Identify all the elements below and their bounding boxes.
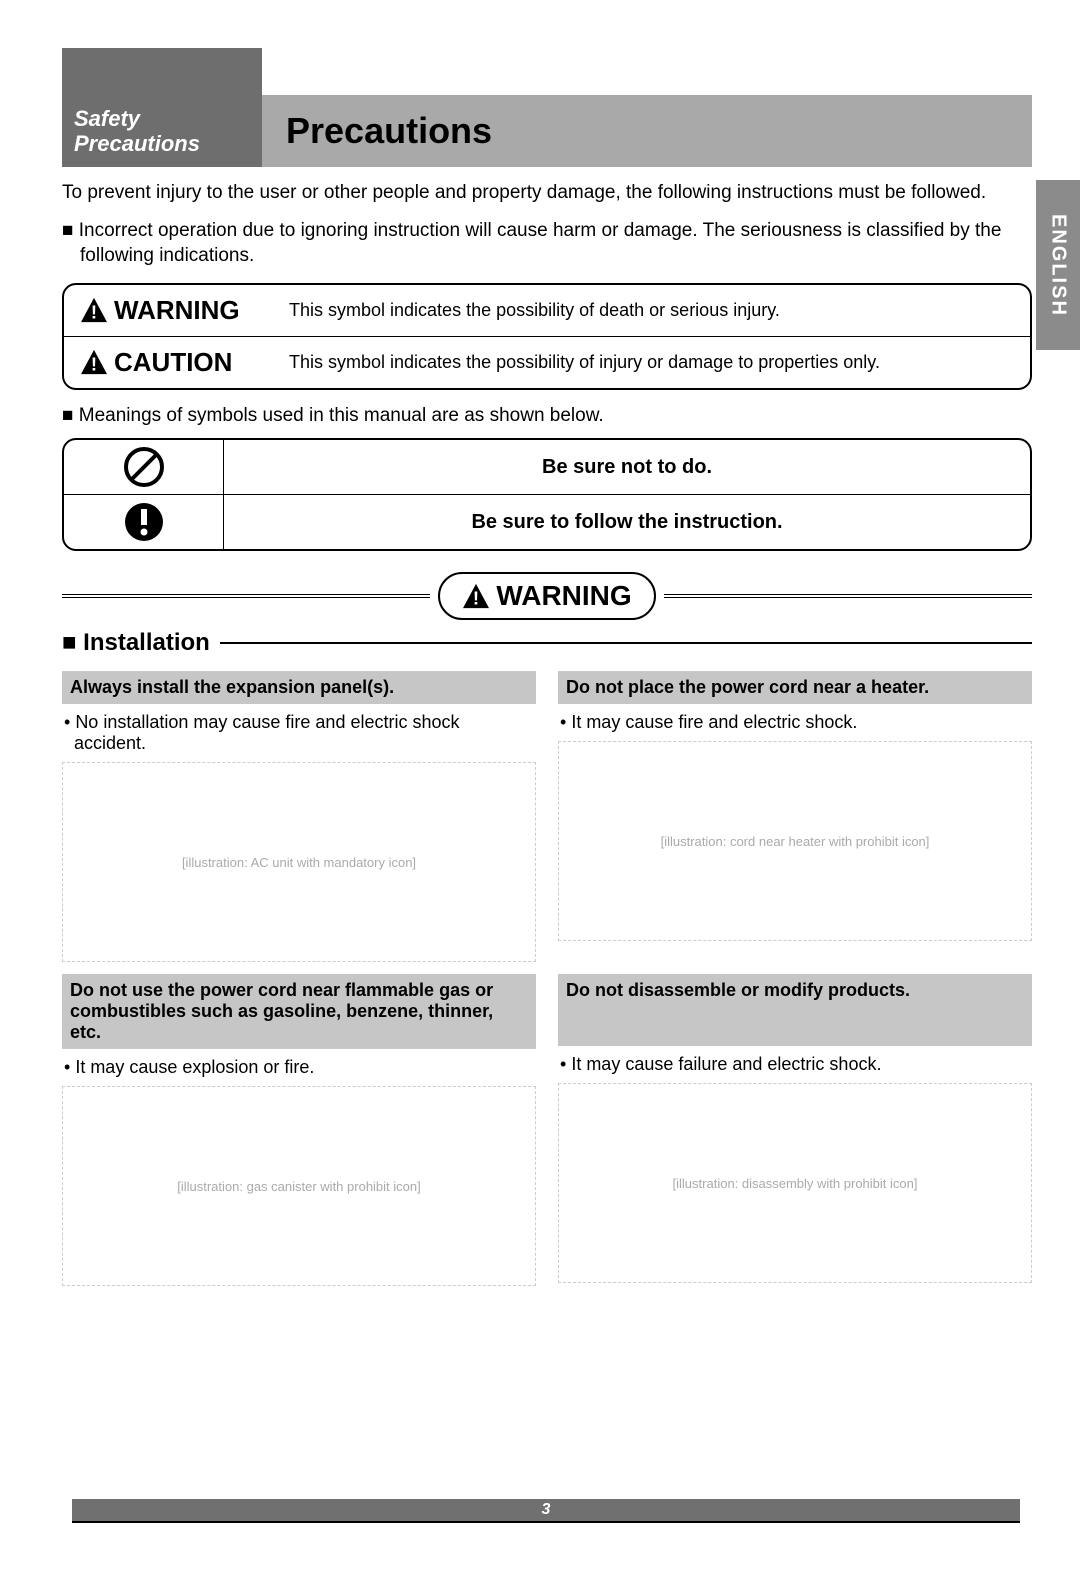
warning-badge-icon: ! (462, 583, 490, 609)
page-title: Precautions (286, 110, 492, 152)
item-2-illustration: [illustration: gas canister with prohibi… (62, 1086, 536, 1286)
caution-definition-text: This symbol indicates the possibility of… (289, 352, 880, 373)
header-tab-line1: Safety (74, 106, 250, 131)
installation-section-header: ■ Installation (62, 629, 1032, 657)
svg-text:!: ! (91, 302, 97, 323)
caution-label: ! CAUTION (80, 347, 275, 378)
caution-triangle-icon: ! (80, 349, 108, 375)
installation-grid: Always install the expansion panel(s). N… (62, 671, 1032, 1286)
warning-triangle-icon: ! (80, 297, 108, 323)
mandatory-icon (123, 501, 165, 543)
prohibit-text: Be sure not to do. (224, 456, 1030, 479)
header-bar: Precautions (262, 95, 1032, 167)
prohibit-icon (123, 446, 165, 488)
page-number-bar: 3 (72, 1499, 1020, 1523)
item-0: Always install the expansion panel(s). N… (62, 671, 536, 962)
warning-definition-row: ! WARNING This symbol indicates the poss… (64, 285, 1030, 336)
item-2: Do not use the power cord near flammable… (62, 974, 536, 1286)
mandatory-row: Be sure to follow the instruction. (64, 494, 1030, 549)
warning-badge: ! WARNING (438, 572, 655, 620)
svg-text:!: ! (473, 588, 479, 609)
item-1-title: Do not place the power cord near a heate… (558, 671, 1032, 704)
warning-divider: ! WARNING (62, 569, 1032, 623)
item-3: Do not disassemble or modify products. I… (558, 974, 1032, 1286)
item-3-illustration: [illustration: disassembly with prohibit… (558, 1083, 1032, 1283)
intro-text: To prevent injury to the user or other p… (62, 181, 1032, 206)
warning-label: ! WARNING (80, 295, 275, 326)
item-2-title: Do not use the power cord near flammable… (62, 974, 536, 1049)
warning-definition-text: This symbol indicates the possibility of… (289, 300, 780, 321)
section-header-line (220, 642, 1032, 644)
item-0-desc: No installation may cause fire and elect… (62, 704, 536, 754)
prohibit-icon-cell (64, 440, 224, 494)
item-1-desc: It may cause fire and electric shock. (558, 704, 1032, 733)
item-3-desc: It may cause failure and electric shock. (558, 1046, 1032, 1075)
item-1-illustration: [illustration: cord near heater with pro… (558, 741, 1032, 941)
header-tab: Safety Precautions (62, 92, 262, 167)
top-decorative-block (62, 48, 262, 92)
mandatory-text: Be sure to follow the instruction. (224, 511, 1030, 534)
header: Safety Precautions Precautions (62, 92, 1032, 167)
caution-definition-row: ! CAUTION This symbol indicates the poss… (64, 336, 1030, 388)
bullet-classification: Incorrect operation due to ignoring inst… (62, 219, 1032, 268)
definition-box: ! WARNING This symbol indicates the poss… (62, 283, 1032, 390)
svg-text:!: ! (91, 354, 97, 375)
item-1: Do not place the power cord near a heate… (558, 671, 1032, 962)
mandatory-icon-cell (64, 495, 224, 549)
symbol-meanings-table: Be sure not to do. Be sure to follow the… (62, 438, 1032, 551)
bullet-meanings: Meanings of symbols used in this manual … (62, 404, 1032, 429)
item-0-illustration: [illustration: AC unit with mandatory ic… (62, 762, 536, 962)
language-side-tab: ENGLISH (1036, 180, 1080, 350)
item-0-title: Always install the expansion panel(s). (62, 671, 536, 704)
item-3-title: Do not disassemble or modify products. (558, 974, 1032, 1046)
header-tab-line2: Precautions (74, 131, 250, 156)
prohibit-row: Be sure not to do. (64, 440, 1030, 494)
item-2-desc: It may cause explosion or fire. (62, 1049, 536, 1078)
